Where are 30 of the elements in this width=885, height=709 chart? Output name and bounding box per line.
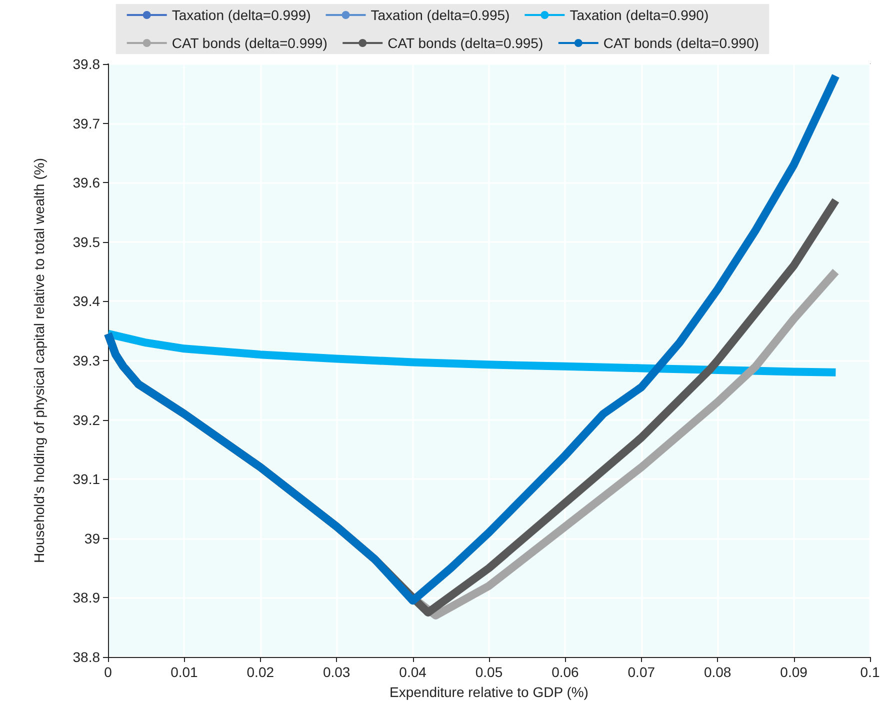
- x-tick-label: 0.01: [170, 664, 198, 680]
- x-tick-label: 0.07: [628, 664, 656, 680]
- x-tick-label: 0.06: [552, 664, 580, 680]
- y-tick-label: 39.3: [72, 352, 100, 368]
- legend-label: Taxation (delta=0.990): [570, 7, 709, 23]
- legend-label: CAT bonds (delta=0.999): [172, 35, 328, 51]
- x-axis-title: Expenditure relative to GDP (%): [390, 684, 588, 700]
- x-tick-label: 0.03: [322, 664, 350, 680]
- x-tick-label: 0.08: [704, 664, 732, 680]
- y-tick-label: 39.2: [72, 412, 100, 428]
- y-tick-label: 39.8: [72, 56, 100, 72]
- x-tick-label: 0.05: [475, 664, 503, 680]
- legend-label: CAT bonds (delta=0.990): [603, 35, 759, 51]
- x-tick-label: 0: [104, 664, 112, 680]
- y-tick-label: 38.8: [72, 649, 100, 665]
- x-tick-label: 0.1: [860, 664, 880, 680]
- y-tick-label: 38.9: [72, 590, 100, 606]
- legend-label: Taxation (delta=0.995): [370, 7, 510, 23]
- y-tick-label: 39.4: [72, 293, 100, 310]
- legend-label: Taxation (delta=0.999): [172, 7, 311, 23]
- y-tick-label: 39.6: [72, 174, 100, 191]
- x-tick-label: 0.09: [780, 664, 808, 680]
- x-tick-label: 0.04: [399, 664, 427, 680]
- y-tick-label: 39.1: [72, 471, 100, 488]
- legend-label: CAT bonds (delta=0.995): [388, 35, 544, 51]
- x-tick-label: 0.02: [246, 664, 274, 680]
- y-tick-label: 39.7: [72, 115, 100, 132]
- y-tick-label: 39: [84, 530, 100, 546]
- y-tick-label: 39.5: [72, 234, 100, 250]
- y-axis-title: Household's holding of physical capital relative to total wealth (%): [31, 158, 47, 564]
